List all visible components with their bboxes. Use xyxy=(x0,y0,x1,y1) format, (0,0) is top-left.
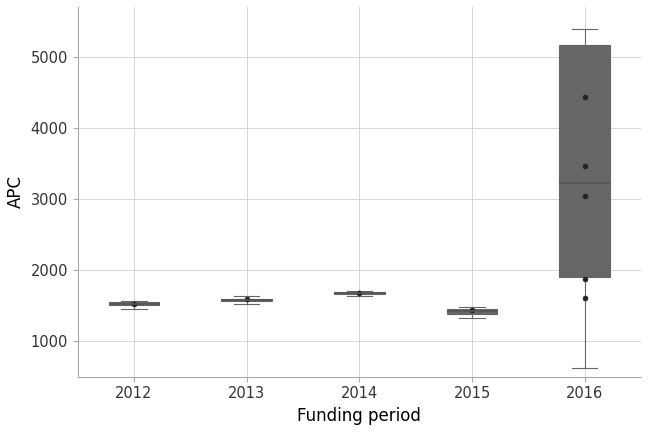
PathPatch shape xyxy=(446,309,498,314)
X-axis label: Funding period: Funding period xyxy=(297,407,421,425)
PathPatch shape xyxy=(109,302,159,305)
PathPatch shape xyxy=(334,292,385,294)
PathPatch shape xyxy=(222,299,272,302)
PathPatch shape xyxy=(559,44,610,277)
Y-axis label: APC: APC xyxy=(7,175,25,208)
